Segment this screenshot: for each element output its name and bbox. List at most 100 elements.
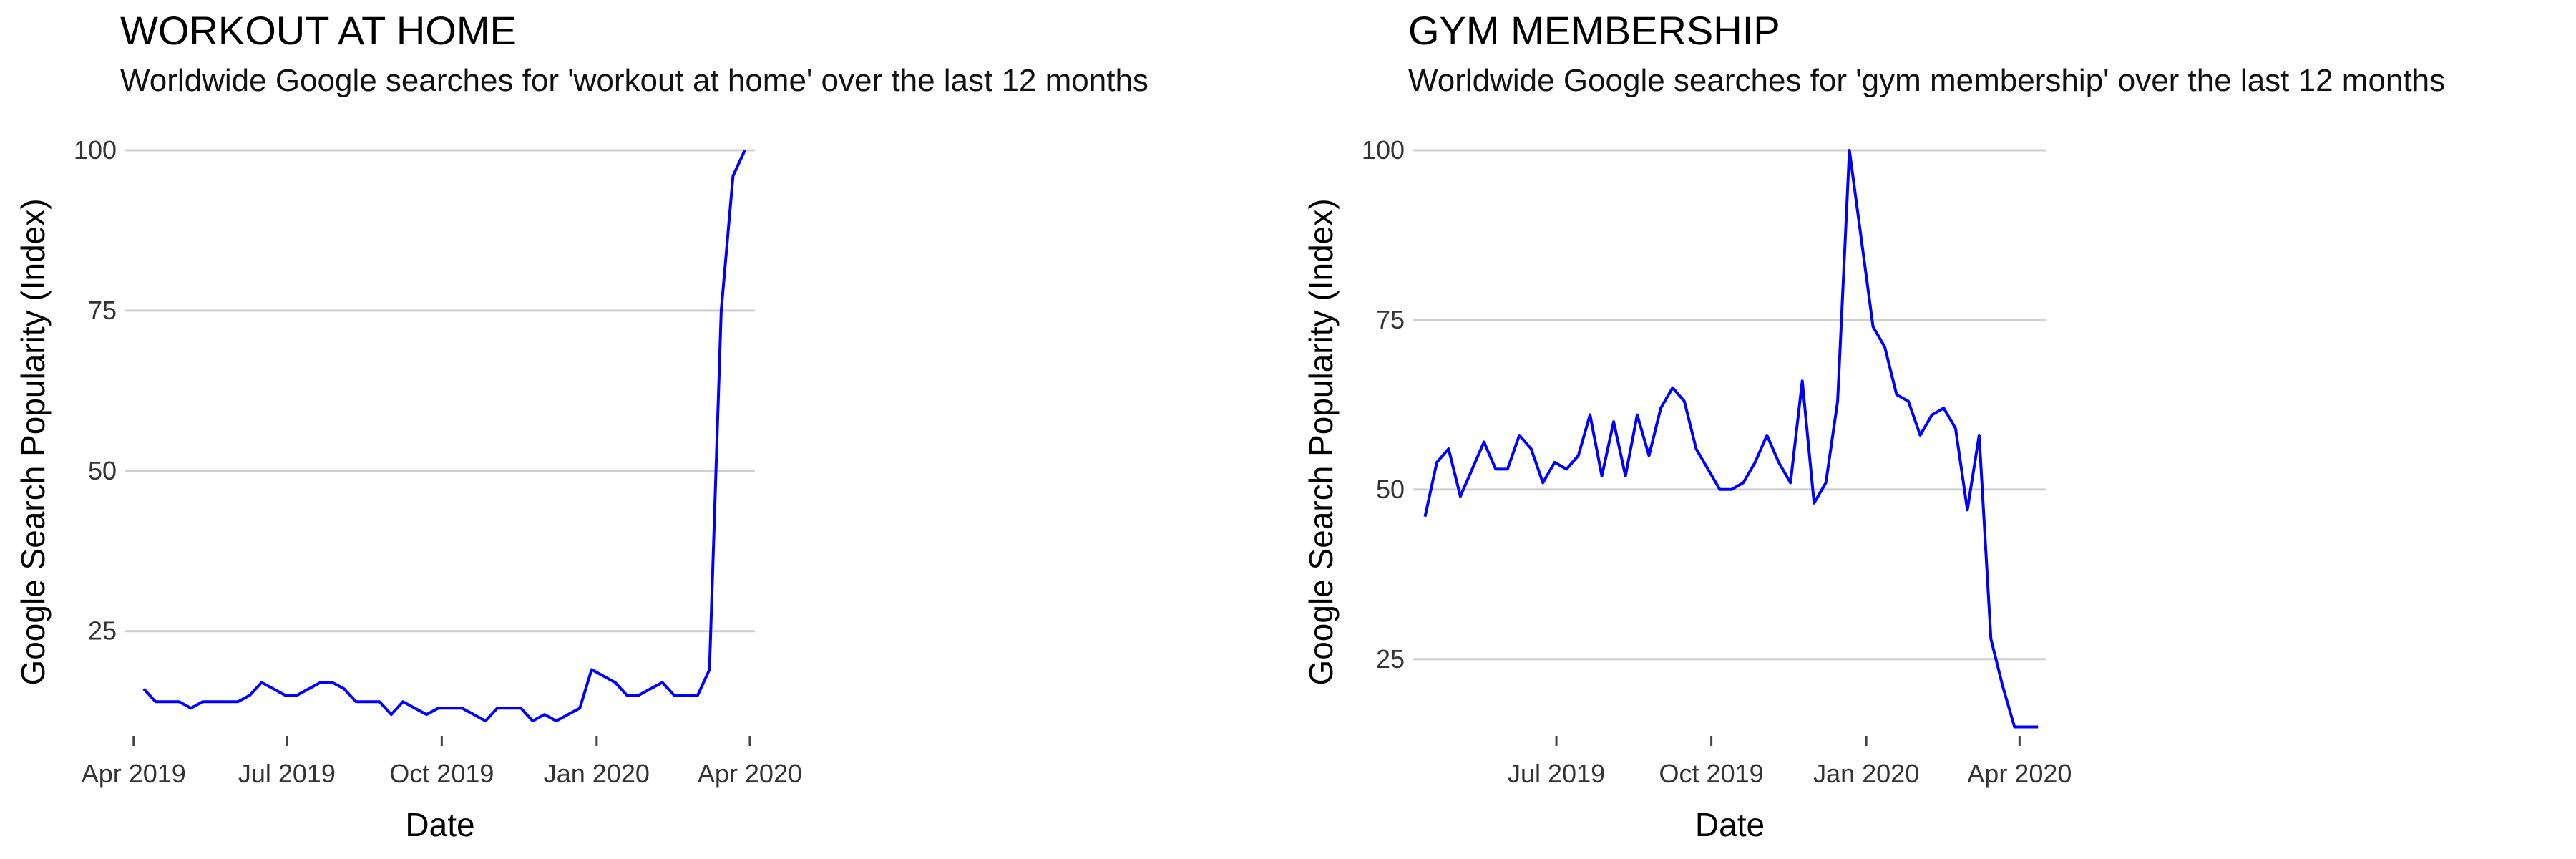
y-axis-label: Google Search Popularity (Index) bbox=[14, 198, 52, 685]
data-point bbox=[1765, 434, 1768, 437]
chart-panel-workout: 25 50 75 100 Apr 2019 Jul 2019 Oct 2019 Jan 202… bbox=[14, 8, 1148, 843]
y-tick-label: 50 bbox=[1376, 475, 1405, 504]
y-tick-label: 100 bbox=[74, 135, 117, 165]
data-point bbox=[472, 713, 475, 716]
chart-panel-gym: 25 50 75 100 Jul 2019 Oct 2019 Jan 2020 Apr 202… bbox=[1288, 0, 2576, 859]
data-point bbox=[308, 687, 311, 690]
data-point bbox=[578, 707, 581, 709]
x-tick-label: Oct 2019 bbox=[389, 759, 494, 788]
data-point bbox=[1624, 475, 1627, 477]
x-axis-label: Date bbox=[1695, 806, 1765, 843]
y-tick-label: 75 bbox=[88, 296, 117, 325]
y-axis-label: Google Search Popularity (Index) bbox=[1302, 198, 1340, 685]
data-point bbox=[1494, 467, 1497, 470]
data-point bbox=[1694, 447, 1697, 450]
data-point bbox=[1966, 508, 1968, 511]
data-point bbox=[1447, 447, 1450, 450]
data-point bbox=[1825, 481, 1828, 484]
chart-title: WORKOUT AT HOME bbox=[120, 8, 517, 53]
data-point bbox=[190, 707, 192, 709]
data-point bbox=[1860, 237, 1863, 240]
data-point bbox=[1789, 481, 1792, 484]
data-point bbox=[508, 707, 511, 709]
data-point bbox=[272, 687, 275, 690]
data-point bbox=[2036, 726, 2039, 729]
data-point bbox=[625, 694, 628, 697]
data-point bbox=[319, 681, 322, 684]
data-point bbox=[237, 700, 240, 703]
x-tick-label: Jan 2020 bbox=[1813, 759, 1919, 788]
data-point bbox=[1541, 481, 1544, 484]
data-point bbox=[1648, 455, 1651, 457]
data-point bbox=[731, 175, 734, 178]
data-point bbox=[661, 681, 664, 684]
data-point bbox=[1424, 515, 1427, 518]
data-point bbox=[685, 694, 688, 697]
data-point bbox=[331, 681, 333, 684]
data-point bbox=[1601, 475, 1604, 477]
data-point bbox=[366, 700, 369, 703]
data-point bbox=[1470, 467, 1473, 470]
data-point bbox=[1883, 346, 1886, 349]
data-point bbox=[354, 700, 357, 703]
data-point bbox=[614, 681, 617, 684]
data-point bbox=[649, 687, 652, 690]
data-point bbox=[590, 668, 593, 671]
y-tick-label: 100 bbox=[1362, 135, 1405, 165]
data-point bbox=[296, 694, 298, 697]
data-point bbox=[1718, 488, 1721, 491]
line-chart-workout: 25 50 75 100 Apr 2019 Jul 2019 Oct 2019 Jan 202… bbox=[14, 135, 802, 843]
data-point bbox=[2001, 685, 2004, 688]
data-point bbox=[1483, 441, 1485, 444]
data-point bbox=[1730, 488, 1733, 491]
data-point bbox=[743, 149, 746, 152]
data-point bbox=[177, 700, 180, 703]
y-tick-label: 50 bbox=[88, 456, 117, 485]
data-point bbox=[1931, 414, 1933, 417]
data-point bbox=[555, 719, 557, 722]
data-point bbox=[1801, 379, 1804, 382]
y-tick-label: 75 bbox=[1376, 305, 1405, 334]
data-point bbox=[1978, 434, 1981, 437]
data-point bbox=[496, 707, 499, 709]
x-tick-label: Jan 2020 bbox=[544, 759, 650, 788]
x-tick-label: Jul 2019 bbox=[238, 759, 336, 788]
x-axis-label: Date bbox=[405, 806, 474, 843]
data-point bbox=[437, 707, 440, 709]
data-point bbox=[166, 700, 169, 703]
data-point bbox=[343, 687, 346, 690]
data-point bbox=[1530, 447, 1533, 450]
data-point bbox=[531, 719, 534, 722]
x-tick-label: Jul 2019 bbox=[1508, 759, 1605, 788]
data-point bbox=[484, 719, 487, 722]
data-point bbox=[1836, 400, 1839, 403]
data-point bbox=[519, 707, 522, 709]
data-point bbox=[154, 700, 157, 703]
data-point bbox=[696, 694, 699, 697]
data-point bbox=[1553, 461, 1556, 464]
data-point bbox=[1506, 467, 1509, 470]
data-point bbox=[1896, 393, 1898, 396]
data-point bbox=[201, 700, 204, 703]
chart-title: GYM MEMBERSHIP bbox=[1408, 8, 1780, 53]
data-point bbox=[1942, 407, 1945, 409]
data-point bbox=[638, 694, 640, 697]
data-point bbox=[1577, 455, 1580, 457]
chart-subtitle: Worldwide Google searches for 'gym membe… bbox=[1408, 63, 2446, 98]
data-point bbox=[1612, 420, 1615, 423]
data-point bbox=[1954, 427, 1957, 430]
data-point bbox=[1907, 400, 1910, 403]
data-point bbox=[1435, 461, 1438, 464]
data-point bbox=[1872, 325, 1875, 328]
data-point bbox=[142, 687, 145, 690]
data-point bbox=[390, 713, 393, 716]
line-chart-gym: 25 50 75 100 Jul 2019 Oct 2019 Jan 2020 Apr 202… bbox=[1302, 135, 2072, 843]
chart-subtitle: Worldwide Google searches for 'workout a… bbox=[120, 63, 1148, 98]
data-point bbox=[378, 700, 381, 703]
data-point bbox=[1518, 434, 1521, 437]
data-point bbox=[1754, 461, 1757, 464]
data-point bbox=[543, 713, 546, 716]
data-point bbox=[461, 707, 464, 709]
x-tick-label: Apr 2019 bbox=[82, 759, 186, 788]
data-point bbox=[1683, 400, 1686, 403]
